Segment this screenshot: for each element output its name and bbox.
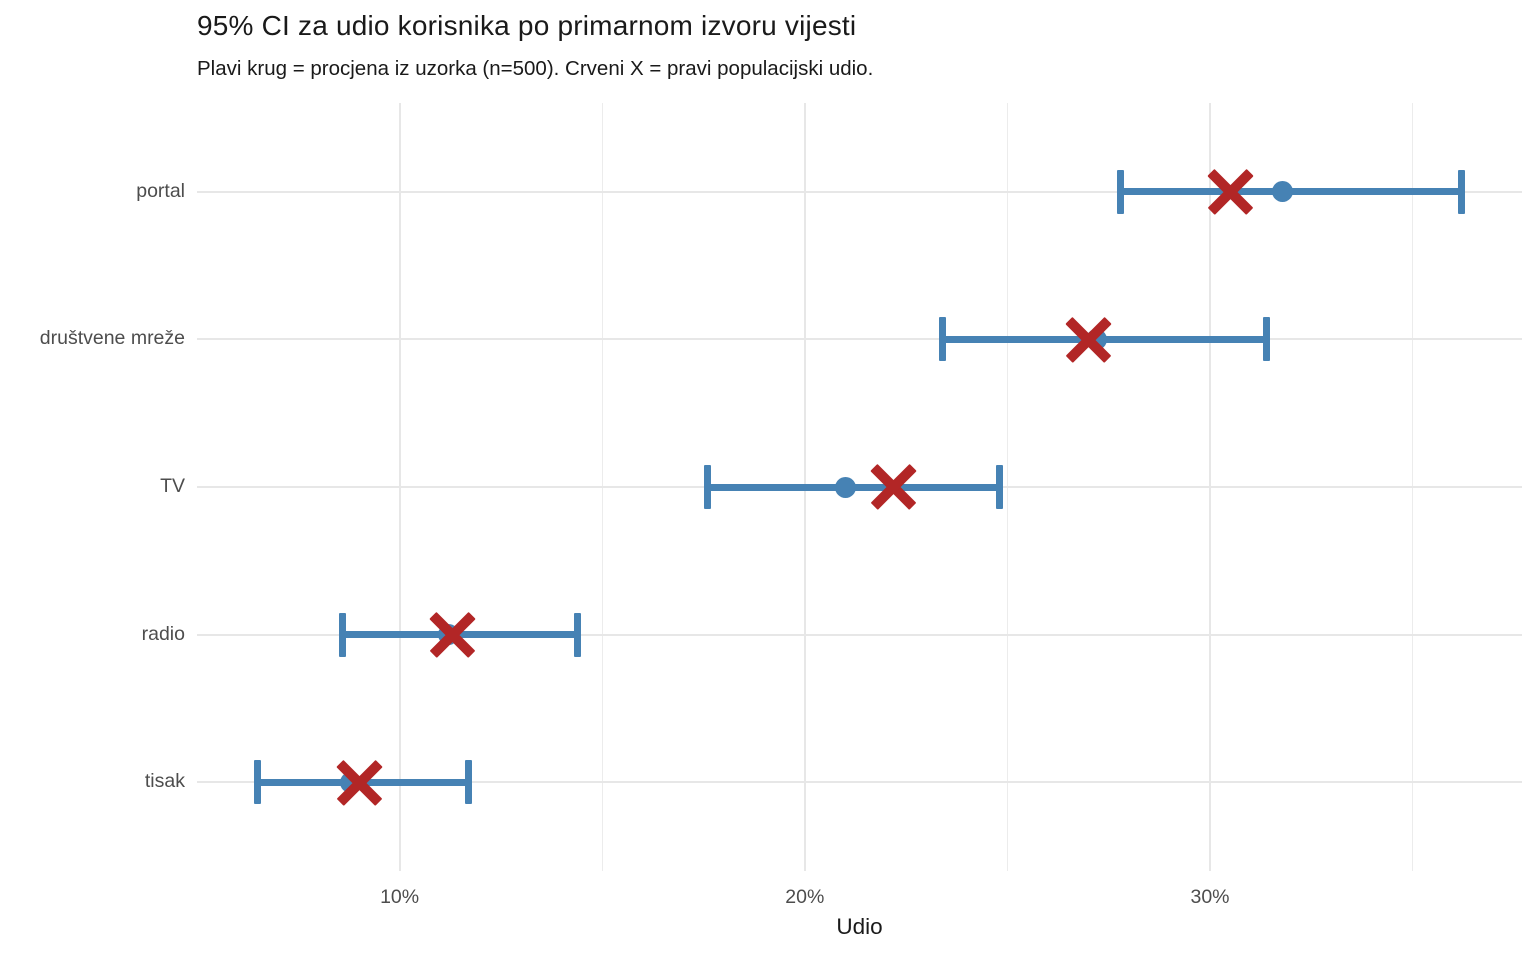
estimate-dot [1272, 181, 1294, 203]
x-axis-title: Udio [836, 914, 883, 939]
ci-upper-cap [464, 760, 472, 805]
ci-upper-cap [1457, 169, 1465, 214]
ci-lower-cap [939, 317, 947, 362]
category-label: radio [141, 622, 185, 645]
true-value-x-mark [336, 759, 382, 806]
ci-errorbar [342, 631, 578, 639]
x-tick-label: 10% [380, 886, 420, 908]
true-value-x-mark [429, 611, 476, 658]
chart-title: 95% CI za udio korisnika po primarnom iz… [197, 10, 857, 41]
ci-lower-cap [704, 465, 712, 509]
ci-upper-cap [1263, 317, 1271, 362]
true-value-x-mark [871, 464, 917, 510]
gridline-row [197, 190, 1522, 193]
true-value-x-mark [1207, 168, 1254, 215]
x-tick-label: 30% [1190, 886, 1230, 908]
ci-lower-cap [1117, 169, 1125, 214]
category-label: TV [160, 475, 185, 497]
gridline-row [197, 633, 1522, 636]
true-value-x-mark [1065, 316, 1112, 363]
category-label: tisak [144, 770, 185, 793]
plot-panel [197, 103, 1522, 871]
gridline-row [197, 781, 1522, 784]
ci-upper-cap [995, 465, 1003, 509]
ci-upper-cap [574, 612, 582, 657]
estimate-dot [834, 476, 856, 498]
category-label: društvene mreže [39, 327, 185, 350]
ci-lower-cap [339, 612, 347, 657]
x-tick-label: 20% [785, 886, 825, 908]
chart-subtitle: Plavi krug = procjena iz uzorka (n=500).… [197, 57, 874, 80]
category-label: portal [136, 179, 185, 202]
gridline-row [197, 338, 1522, 341]
ci-lower-cap [254, 760, 262, 805]
